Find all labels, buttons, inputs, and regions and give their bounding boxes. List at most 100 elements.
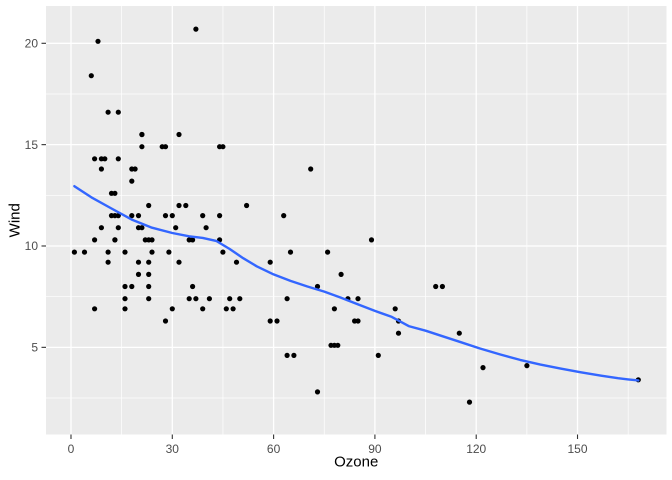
- data-point: [146, 259, 152, 265]
- data-point: [281, 213, 287, 219]
- data-point: [524, 363, 530, 369]
- data-point: [135, 213, 142, 219]
- data-point: [186, 296, 192, 302]
- data-point: [122, 283, 128, 290]
- data-point: [139, 225, 145, 231]
- data-point: [200, 306, 206, 312]
- data-point: [395, 330, 402, 336]
- y-axis-tick-marks: [41, 42, 46, 348]
- x-tick-label: 30: [166, 442, 180, 456]
- data-point: [284, 352, 290, 358]
- data-point: [159, 144, 165, 150]
- data-point: [176, 131, 182, 138]
- data-point: [112, 237, 118, 243]
- data-point: [274, 318, 280, 324]
- data-point: [146, 283, 152, 290]
- data-point: [105, 109, 111, 115]
- x-tick-label: 90: [368, 442, 382, 456]
- data-point: [135, 271, 142, 277]
- x-tick-label: 120: [466, 442, 486, 456]
- data-point: [190, 283, 196, 290]
- data-point: [122, 249, 128, 255]
- data-point: [480, 365, 486, 371]
- data-point: [193, 26, 199, 32]
- data-point: [129, 283, 135, 290]
- data-point: [105, 249, 111, 255]
- data-point: [139, 144, 145, 150]
- data-point: [139, 131, 145, 138]
- data-point: [81, 249, 88, 255]
- data-point: [433, 283, 439, 290]
- data-point: [98, 166, 104, 172]
- data-point: [217, 213, 223, 219]
- data-point: [112, 190, 118, 196]
- data-point: [98, 156, 104, 162]
- panel-background: [46, 6, 667, 435]
- data-point: [122, 306, 128, 312]
- x-tick-label: 0: [68, 442, 75, 456]
- data-point: [183, 202, 189, 209]
- data-point: [169, 306, 175, 312]
- data-point: [308, 166, 314, 172]
- x-axis-title: Ozone: [334, 454, 378, 471]
- data-point: [149, 237, 155, 243]
- data-point: [331, 342, 337, 348]
- data-point: [129, 178, 135, 184]
- data-point: [220, 249, 226, 255]
- y-tick-label: 5: [31, 341, 38, 355]
- data-point: [466, 399, 473, 405]
- data-point: [368, 237, 375, 243]
- data-point: [149, 249, 155, 255]
- data-point: [92, 237, 98, 243]
- data-point: [146, 271, 152, 277]
- data-point: [233, 259, 240, 265]
- data-point: [291, 352, 297, 358]
- data-point: [115, 109, 121, 115]
- data-point: [331, 306, 337, 312]
- data-point: [146, 202, 152, 209]
- data-point: [190, 237, 196, 243]
- data-point: [92, 156, 98, 162]
- data-point: [193, 296, 199, 302]
- data-point: [314, 283, 321, 290]
- data-point: [115, 225, 121, 231]
- data-point: [176, 202, 182, 209]
- data-point: [267, 259, 273, 265]
- grid-major-lines: [46, 6, 667, 435]
- data-point: [129, 213, 135, 219]
- data-point: [146, 296, 152, 302]
- data-point: [439, 283, 445, 290]
- data-point: [325, 249, 331, 255]
- data-point: [169, 213, 175, 219]
- data-point: [173, 225, 179, 231]
- data-point: [122, 296, 128, 302]
- loess-smooth-line: [73, 185, 640, 382]
- data-point: [230, 306, 236, 312]
- x-tick-label: 150: [568, 442, 588, 456]
- y-axis-tick-labels: 5 10 15 20: [25, 36, 39, 354]
- data-point: [203, 225, 209, 231]
- data-point: [98, 225, 104, 231]
- data-point: [237, 296, 243, 302]
- data-point: [166, 249, 172, 255]
- y-tick-label: 15: [25, 138, 39, 152]
- data-point: [355, 296, 361, 302]
- data-point: [456, 330, 462, 336]
- data-point: [115, 156, 121, 162]
- data-point: [217, 144, 223, 150]
- data-point: [338, 271, 344, 277]
- data-point: [223, 306, 229, 312]
- data-point: [244, 202, 250, 209]
- data-point: [162, 318, 169, 324]
- x-axis-tick-marks: [70, 434, 579, 439]
- scatter-points: [71, 26, 641, 405]
- data-point: [88, 73, 94, 79]
- data-point: [392, 306, 398, 312]
- data-point: [375, 352, 381, 358]
- data-point: [92, 306, 98, 312]
- data-point: [162, 213, 169, 219]
- data-point: [135, 259, 142, 265]
- data-point: [267, 318, 273, 324]
- data-point: [200, 213, 206, 219]
